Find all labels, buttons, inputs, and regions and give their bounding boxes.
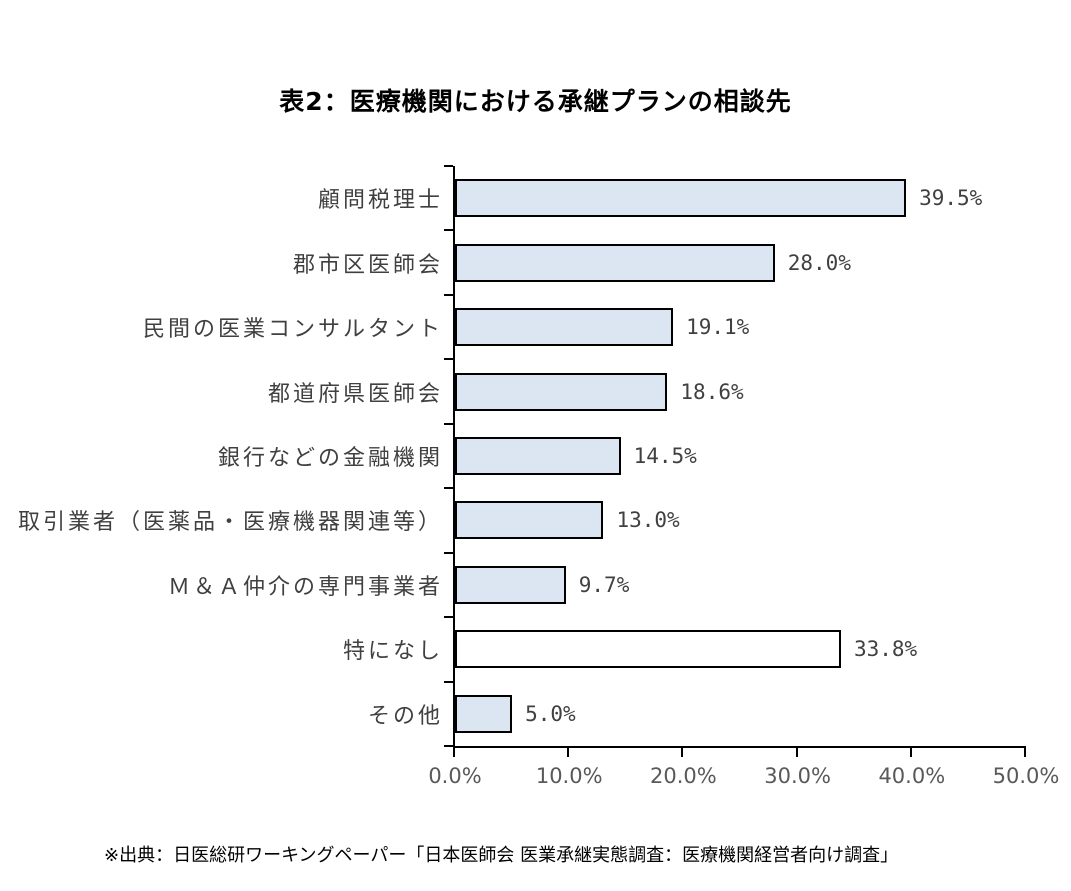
y-axis-line [453,166,455,748]
category-label: 民間の医業コンサルタント [142,317,443,343]
bar-value-label: 18.6% [680,379,744,404]
bar [455,630,841,669]
y-axis-tick [444,358,453,361]
bar-row: 33.8% [455,617,1026,681]
x-axis-tick [1024,748,1026,757]
bar [455,243,775,282]
bar [455,308,674,347]
category-label: 特になし [342,639,443,665]
bar-row: 13.0% [455,488,1026,552]
bar-row: 18.6% [455,359,1026,423]
bar-row: 19.1% [455,295,1026,359]
y-axis-tick [444,229,453,232]
category-label: 銀行などの金融機関 [217,445,443,471]
bar [455,565,566,604]
bar-value-label: 5.0% [525,701,576,726]
x-axis-tick-label: 0.0% [428,764,482,788]
bar [455,694,513,733]
x-axis-tick [453,748,455,757]
bar-value-label: 28.0% [787,250,851,275]
source-note: ※出典：日医総研ワーキングペーパー「日本医師会 医業承継実態調査：医療機関経営者… [104,845,899,866]
category-label: 顧問税理士 [317,188,443,214]
x-axis-tick-label: 30.0% [764,764,831,788]
bar [455,436,621,475]
category-labels-column: 顧問税理士郡市区医師会民間の医業コンサルタント都道府県医師会銀行などの金融機関取… [0,166,443,746]
bar-value-label: 39.5% [919,186,983,211]
bar-row: 28.0% [455,230,1026,294]
chart-title: 表2：医療機関における承継プランの相談先 [279,87,792,116]
bar-row: 14.5% [455,424,1026,488]
bar [455,372,668,411]
x-axis-tick [909,748,912,757]
category-label: 取引業者（医薬品・医療機器関連等） [17,510,443,536]
x-axis-tick-label: 10.0% [535,764,603,788]
y-axis-tick [444,551,453,554]
category-label: Ｍ＆Ａ仲介の専門事業者 [167,574,443,600]
category-label: 都道府県医師会 [267,381,443,407]
y-axis-tick [444,422,453,425]
bar-row: 5.0% [455,682,1026,746]
y-axis-tick [444,616,453,619]
x-axis-line [453,746,1026,748]
x-axis-tick-label: 50.0% [992,764,1060,788]
x-axis-tick [795,748,798,757]
bar-value-label: 14.5% [633,443,697,468]
x-axis-tick-label: 40.0% [878,764,946,788]
category-label: その他 [367,703,443,729]
x-axis-tick-label: 20.0% [650,764,717,788]
bar-value-label: 19.1% [686,315,750,340]
bar [455,501,604,540]
bar-value-label: 33.8% [853,637,918,662]
y-axis-tick [444,745,453,747]
y-axis-tick [444,487,453,490]
plot-area: 39.5% 28.0% 19.1% 18.6% 14.5% 13.0% 9.7% 33.8% 5… [444,165,1026,757]
x-axis-tick [567,748,570,757]
category-label: 郡市区医師会 [292,252,443,278]
bar-row: 9.7% [455,553,1026,617]
x-axis-tick-labels: 0.0% 10.0% 20.0% 30.0% 40.0% 50.0% [428,764,1059,792]
x-axis-tick [681,748,684,757]
y-axis-tick [444,165,453,167]
y-axis-tick [444,293,453,296]
bar [455,179,907,218]
y-axis-tick [444,680,453,683]
bar-value-label: 13.0% [616,508,680,533]
bar-row: 39.5% [455,166,1026,230]
bar-value-label: 9.7% [578,572,630,597]
